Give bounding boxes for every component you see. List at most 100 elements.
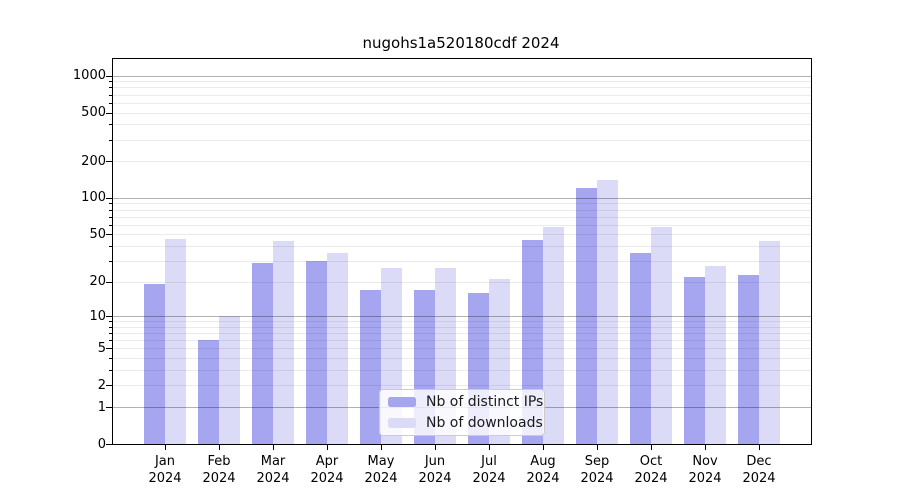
gridline-minor [113, 203, 811, 205]
y-axis-tick-label: 100 [81, 190, 106, 206]
bar-downloads [705, 266, 726, 444]
y-axis-tick-label: 2 [97, 377, 106, 393]
bar-distinct-ips [252, 262, 273, 444]
y-axis-tick [106, 316, 112, 318]
y-axis-tick-label: 5 [97, 340, 106, 356]
gridline-minor [113, 370, 811, 372]
y-axis-minor-tick [109, 326, 112, 328]
y-axis-minor-tick [109, 216, 112, 218]
y-axis-tick [106, 112, 112, 114]
y-axis-minor-tick [109, 370, 112, 372]
gridline-minor [113, 234, 811, 236]
x-axis-tick-label: Aug 2024 [526, 454, 560, 486]
x-axis-tick-label: Oct 2024 [634, 454, 668, 486]
y-axis-minor-tick [109, 81, 112, 83]
y-axis-tick-label: 1000 [72, 68, 106, 83]
gridline-minor [113, 161, 811, 163]
bar-downloads [597, 180, 618, 444]
x-axis-tick [759, 445, 760, 450]
bar-downloads [273, 241, 294, 444]
gridline-minor [113, 102, 811, 104]
gridline-minor [113, 87, 811, 89]
x-axis-tick [219, 445, 220, 450]
x-axis-tick [543, 445, 544, 450]
y-axis-minor-tick [109, 340, 112, 342]
gridline-minor [113, 321, 811, 323]
y-axis-minor-tick [109, 224, 112, 226]
gridline-major [113, 316, 811, 318]
gridline-minor [113, 216, 811, 218]
x-axis-tick-label: Sep 2024 [580, 454, 614, 486]
y-axis-minor-tick [109, 102, 112, 104]
x-axis-tick-label: Jul 2024 [472, 454, 506, 486]
gridline-minor [113, 94, 811, 96]
x-axis-tick-label: Feb 2024 [202, 454, 236, 486]
y-axis-minor-tick [109, 94, 112, 96]
gridline-minor [113, 112, 811, 114]
x-axis-tick [381, 445, 382, 450]
y-axis-tick-label: 1 [97, 399, 106, 415]
y-axis-tick [106, 234, 112, 236]
bar-distinct-ips [738, 274, 759, 444]
bar-distinct-ips [576, 188, 597, 444]
y-axis-tick [106, 407, 112, 408]
y-axis-minor-tick [109, 203, 112, 205]
x-axis-tick [489, 445, 490, 450]
y-axis-minor-tick [109, 358, 112, 360]
bar-distinct-ips [684, 276, 705, 444]
x-axis-tick-label: Nov 2024 [688, 454, 722, 486]
y-axis-tick-label: 200 [81, 153, 106, 169]
y-axis-tick [106, 385, 112, 387]
legend-swatch-distinct-ips [388, 397, 416, 407]
bar-distinct-ips [144, 284, 165, 444]
x-axis-tick-label: Dec 2024 [742, 454, 776, 486]
gridline-minor [113, 333, 811, 335]
y-axis-tick-label: 50 [89, 226, 106, 242]
y-axis-tick [106, 444, 112, 445]
bar-downloads [543, 226, 564, 444]
legend-item-distinct-ips: Nb of distinct IPs [388, 394, 544, 410]
x-axis-tick [273, 445, 274, 450]
gridline-minor [113, 224, 811, 226]
plot-area: Nb of distinct IPs Nb of downloads 0 1 2 5 1… [73, 58, 812, 486]
x-axis-tick [165, 445, 166, 450]
y-axis-minor-tick [109, 87, 112, 89]
x-axis-tick-label: May 2024 [364, 454, 398, 486]
gridline-minor [113, 281, 811, 283]
gridline-minor [113, 260, 811, 262]
bar-downloads [651, 226, 672, 444]
y-axis-minor-tick [109, 260, 112, 262]
y-axis-tick [106, 161, 112, 163]
x-axis-tick [435, 445, 436, 450]
y-axis-minor-tick [109, 124, 112, 126]
gridline-minor [113, 348, 811, 350]
x-axis-tick-label: Jun 2024 [418, 454, 452, 486]
x-axis-tick-label: Mar 2024 [256, 454, 290, 486]
chart-title: nugohs1a520180cdf 2024 [362, 34, 560, 52]
bar-distinct-ips [306, 260, 327, 444]
gridline-minor [113, 124, 811, 126]
y-axis-tick [106, 75, 112, 77]
y-axis-minor-tick [109, 139, 112, 141]
bar-downloads [165, 238, 186, 444]
x-axis-tick [327, 445, 328, 450]
y-axis-minor-tick [109, 245, 112, 247]
y-axis-minor-tick [109, 333, 112, 335]
gridline-minor [113, 340, 811, 342]
gridline-minor [113, 385, 811, 387]
x-axis-tick [705, 445, 706, 450]
gridline-minor [113, 209, 811, 211]
bar-downloads [219, 316, 240, 444]
bar-distinct-ips [630, 252, 651, 444]
bar-downloads [327, 252, 348, 444]
legend-item-downloads: Nb of downloads [388, 415, 544, 431]
bar-downloads [759, 241, 780, 444]
gridline-minor [113, 358, 811, 360]
y-axis-tick-label: 500 [81, 105, 106, 120]
legend-label-downloads: Nb of downloads [426, 415, 543, 431]
y-axis-tick [106, 197, 112, 199]
x-axis-tick-label: Apr 2024 [310, 454, 344, 486]
y-axis-tick-label: 0 [97, 436, 106, 452]
legend-label-distinct-ips: Nb of distinct IPs [426, 394, 544, 410]
